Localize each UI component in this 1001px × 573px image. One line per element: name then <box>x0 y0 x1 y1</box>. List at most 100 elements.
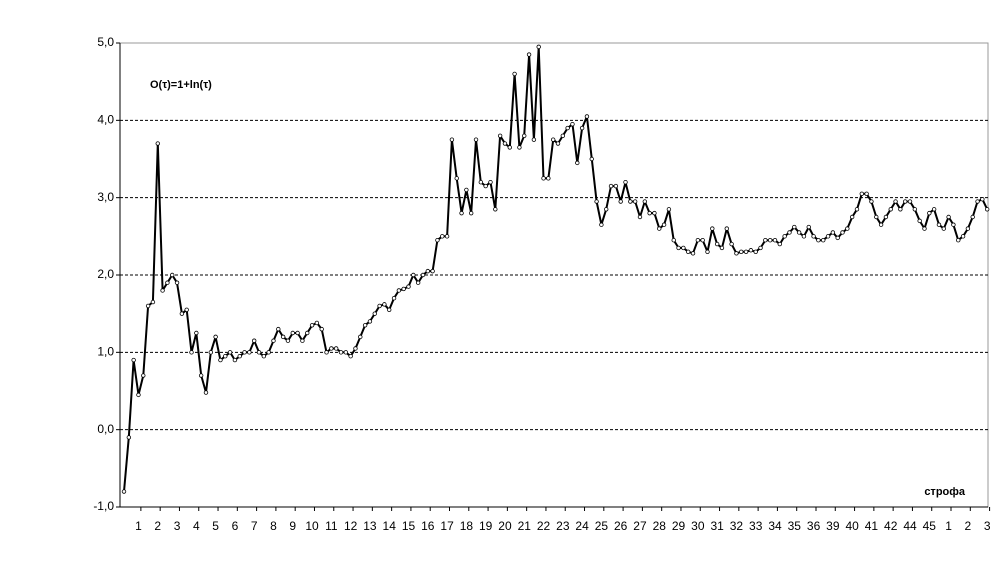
point-marker <box>131 357 136 363</box>
point-marker <box>160 288 165 293</box>
x-tick-label: 31 <box>710 519 724 533</box>
point-marker <box>280 334 286 340</box>
point-marker <box>276 326 281 332</box>
point-marker <box>801 234 807 239</box>
point-marker <box>522 133 527 138</box>
point-marker <box>710 226 715 231</box>
x-tick-label: 8 <box>270 519 277 533</box>
point-marker <box>295 330 300 336</box>
point-marker <box>922 226 927 231</box>
x-tick-label: 23 <box>556 519 570 533</box>
point-marker <box>917 218 922 224</box>
point-marker <box>782 234 787 239</box>
point-marker <box>406 284 411 289</box>
point-marker <box>700 237 705 243</box>
point-marker <box>213 334 218 340</box>
point-marker <box>333 346 339 351</box>
point-marker <box>951 222 956 227</box>
point-marker <box>150 299 156 305</box>
point-marker <box>353 346 358 351</box>
x-tick-label: 1 <box>945 519 952 533</box>
point-marker <box>305 330 310 336</box>
point-marker <box>739 249 744 254</box>
point-marker <box>975 199 980 204</box>
point-marker <box>343 350 349 355</box>
x-tick-label: 36 <box>807 519 821 533</box>
point-marker <box>970 214 975 220</box>
point-marker <box>141 373 146 378</box>
x-tick-label: 29 <box>672 519 686 533</box>
point-marker <box>946 214 951 220</box>
point-marker <box>734 251 739 256</box>
point-marker <box>440 234 445 239</box>
x-tick-label: 14 <box>383 519 397 533</box>
point-marker <box>502 141 508 146</box>
point-marker <box>242 350 247 355</box>
point-marker <box>309 323 315 328</box>
point-marker <box>517 145 522 150</box>
point-marker <box>806 224 811 230</box>
point-marker <box>584 114 590 119</box>
point-marker <box>478 179 484 185</box>
point-marker <box>816 237 821 243</box>
point-marker <box>449 137 455 142</box>
point-marker <box>931 207 937 212</box>
point-marker <box>387 307 392 312</box>
y-tick-label: 3,0 <box>97 190 114 204</box>
x-tick-label: 42 <box>884 519 898 533</box>
point-marker <box>903 199 908 204</box>
point-marker <box>960 234 966 239</box>
point-marker <box>623 179 628 185</box>
point-marker <box>189 350 194 355</box>
point-marker <box>845 226 850 231</box>
x-tick-label: 24 <box>575 519 589 533</box>
x-tick-label: 33 <box>749 519 763 533</box>
point-marker <box>719 245 725 251</box>
point-marker <box>686 249 691 254</box>
point-marker <box>570 121 575 127</box>
point-marker <box>941 226 946 231</box>
point-marker <box>420 272 426 278</box>
point-marker <box>546 176 551 181</box>
point-marker <box>695 237 701 243</box>
point-marker <box>565 125 570 131</box>
point-marker <box>184 307 189 312</box>
point-marker <box>984 207 990 212</box>
point-marker <box>271 338 276 343</box>
x-tick-label: 32 <box>730 519 744 533</box>
point-marker <box>618 199 623 204</box>
point-marker <box>613 183 619 189</box>
x-tick-label: 2 <box>965 519 972 533</box>
y-tick-label: 0,0 <box>97 422 114 436</box>
x-tick-label: 19 <box>479 519 493 533</box>
y-tick-label: -1,0 <box>93 499 114 513</box>
point-marker <box>444 234 450 239</box>
point-marker <box>560 133 566 138</box>
point-marker <box>232 357 238 363</box>
point-marker <box>965 226 971 231</box>
point-marker <box>203 390 209 395</box>
point-marker <box>430 268 435 274</box>
point-marker <box>126 435 132 440</box>
point-marker <box>705 249 710 254</box>
x-tick-label: 17 <box>440 519 454 533</box>
point-marker <box>758 245 763 251</box>
point-marker <box>729 241 734 247</box>
point-marker <box>536 44 541 50</box>
point-marker <box>883 214 889 220</box>
point-marker <box>314 320 320 326</box>
x-tick-label: 18 <box>460 519 474 533</box>
point-marker <box>980 197 985 202</box>
x-tick-label: 10 <box>305 519 319 533</box>
point-marker <box>767 237 773 243</box>
x-tick-label: 3 <box>174 519 181 533</box>
x-tick-label: 45 <box>923 519 937 533</box>
x-tick-label: 16 <box>421 519 435 533</box>
point-marker <box>671 237 676 243</box>
x-tick-label: 15 <box>402 519 416 533</box>
point-marker <box>787 230 792 235</box>
point-marker <box>811 234 816 239</box>
point-marker <box>218 357 223 363</box>
